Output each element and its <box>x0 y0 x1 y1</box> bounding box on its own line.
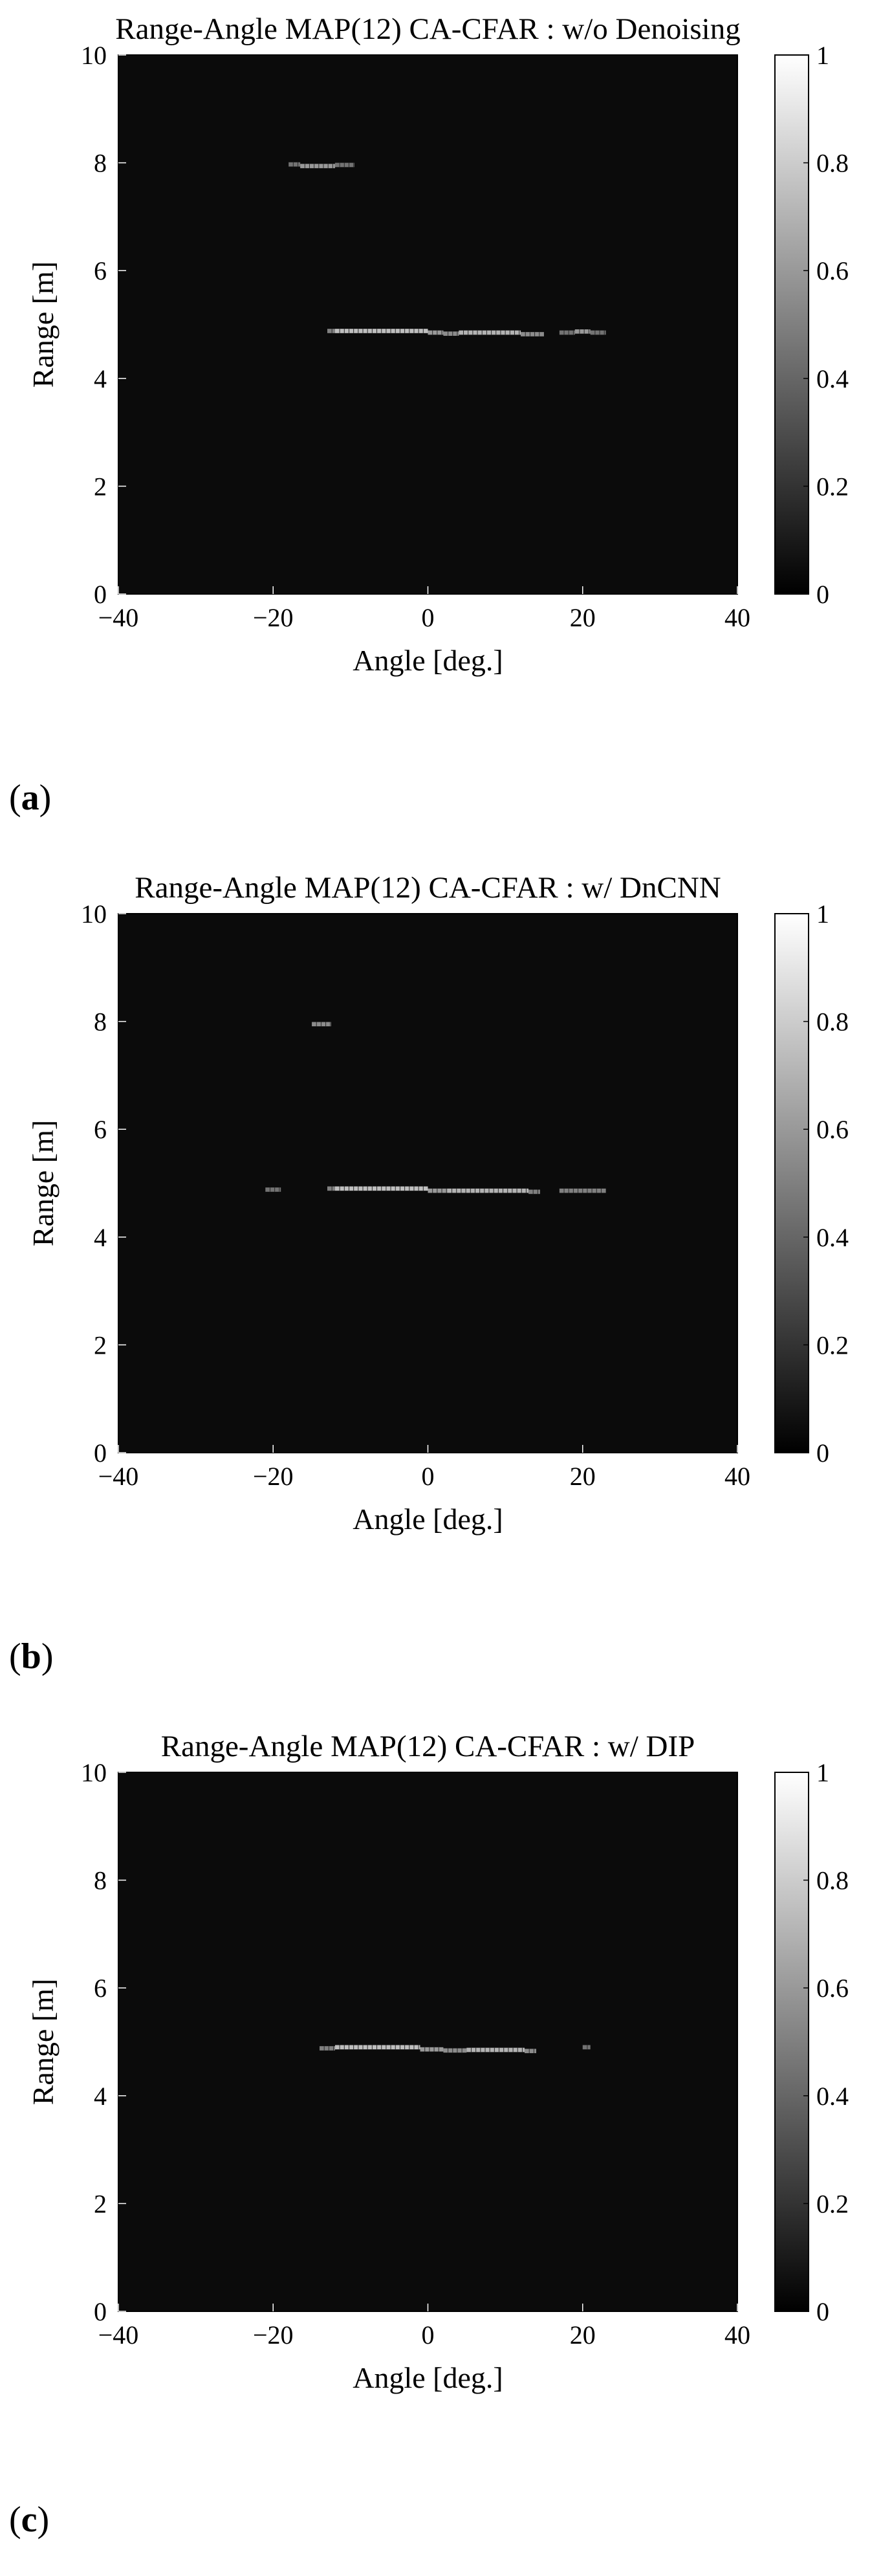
detection-cell <box>582 2045 591 2050</box>
detection-cell <box>420 2047 444 2052</box>
colorbar-tick-label: 0 <box>816 1438 829 1468</box>
y-tick-label: 0 <box>94 2297 107 2326</box>
colorbar <box>774 1772 809 2312</box>
y-tick-label: 0 <box>94 580 107 609</box>
x-tick-label: 20 <box>570 603 596 632</box>
colorbar-tick-label: 0.6 <box>816 1115 849 1144</box>
detection-cell <box>590 330 606 335</box>
colorbar-tick-label: 0.2 <box>816 1330 849 1360</box>
x-tick-label: −40 <box>98 2320 139 2350</box>
y-axis-label: Range [m] <box>27 261 60 388</box>
y-tick-label: 8 <box>94 1007 107 1037</box>
panel-label: (b) <box>9 1636 54 1677</box>
x-tick-label: 20 <box>570 1462 596 1491</box>
detection-cell <box>334 162 354 168</box>
y-tick-label: 2 <box>94 1330 107 1360</box>
detection-cell <box>300 164 335 168</box>
y-tick-label: 0 <box>94 1438 107 1468</box>
colorbar-tick-label: 0.8 <box>816 1007 849 1037</box>
x-tick-label: 40 <box>724 2320 750 2350</box>
detection-cell <box>466 2047 525 2053</box>
detection-cell <box>521 332 544 336</box>
x-axis-label: Angle [deg.] <box>353 644 503 677</box>
y-tick-label: 10 <box>81 899 107 929</box>
x-tick-label: 0 <box>422 603 435 632</box>
y-axis-label: Range [m] <box>27 1979 60 2105</box>
y-tick-label: 8 <box>94 149 107 178</box>
y-axis-label: Range [m] <box>27 1120 60 1246</box>
plot-area <box>118 914 737 1453</box>
colorbar-tick-label: 1 <box>816 41 829 70</box>
detection-cell <box>459 330 521 335</box>
chart-title: Range-Angle MAP(12) CA-CFAR : w/ DIP <box>161 1730 695 1763</box>
x-tick-label: 40 <box>724 603 750 632</box>
panel-label: (a) <box>9 778 52 818</box>
x-axis-label: Angle [deg.] <box>353 1503 503 1536</box>
panel-label: (c) <box>9 2500 50 2540</box>
detection-cell <box>428 1188 448 1193</box>
colorbar-tick-label: 0.4 <box>816 364 849 393</box>
detection-cell <box>288 162 301 167</box>
chart-title: Range-Angle MAP(12) CA-CFAR : w/o Denois… <box>115 12 741 46</box>
colorbar-tick-label: 0.4 <box>816 2082 849 2111</box>
y-tick-label: 2 <box>94 2189 107 2218</box>
colorbar-tick-label: 0 <box>816 2297 829 2326</box>
chart-panel-a: Range-Angle MAP(12) CA-CFAR : w/o Denois… <box>0 0 881 859</box>
detection-cell <box>320 2046 335 2051</box>
y-tick-label: 6 <box>94 1974 107 2003</box>
detection-cell <box>559 330 575 335</box>
colorbar <box>774 913 809 1453</box>
detection-cell <box>443 331 459 336</box>
chart-title: Range-Angle MAP(12) CA-CFAR : w/ DnCNN <box>135 871 721 905</box>
x-tick-label: 0 <box>422 2320 435 2350</box>
detection-cell <box>265 1187 281 1192</box>
detection-cell <box>447 1188 529 1193</box>
colorbar-tick-label: 0.6 <box>816 1974 849 2003</box>
detection-cell <box>334 2045 420 2050</box>
y-tick-label: 10 <box>81 1758 107 1787</box>
detection-cell <box>428 330 444 335</box>
y-tick-label: 8 <box>94 1866 107 1895</box>
detection-cell <box>525 2049 536 2053</box>
y-tick-label: 4 <box>94 2082 107 2111</box>
chart-panel-c: Range-Angle MAP(12) CA-CFAR : w/ DIP −40 −… <box>0 1717 881 2576</box>
colorbar-tick-label: 0.2 <box>816 2189 849 2218</box>
colorbar-tick-label: 1 <box>816 1758 829 1787</box>
x-tick-label: −40 <box>98 1462 139 1491</box>
colorbar-tick-label: 0.4 <box>816 1223 849 1252</box>
x-tick-label: −20 <box>253 603 294 632</box>
plot-area <box>118 55 737 594</box>
x-tick-label: 40 <box>724 1462 750 1491</box>
colorbar-tick-label: 0.8 <box>816 149 849 178</box>
x-tick-label: −20 <box>253 2320 294 2350</box>
colorbar-tick-label: 0.8 <box>816 1866 849 1895</box>
colorbar-tick-label: 0.2 <box>816 472 849 501</box>
x-axis-label: Angle [deg.] <box>353 2361 503 2394</box>
range-angle-heatmap: Range-Angle MAP(12) CA-CFAR : w/o Denois… <box>27 12 849 677</box>
detection-cell <box>443 2048 467 2053</box>
colorbar-tick-label: 1 <box>816 899 829 929</box>
y-tick-label: 10 <box>81 41 107 70</box>
detection-cell <box>574 329 591 334</box>
y-tick-label: 6 <box>94 256 107 285</box>
y-tick-label: 4 <box>94 364 107 393</box>
y-tick-label: 2 <box>94 472 107 501</box>
colorbar-tick-label: 0.6 <box>816 256 849 285</box>
x-tick-label: −40 <box>98 603 139 632</box>
y-tick-label: 4 <box>94 1223 107 1252</box>
range-angle-heatmap: Range-Angle MAP(12) CA-CFAR : w/ DIP −40 −… <box>27 1730 849 2394</box>
detection-cell <box>528 1189 540 1194</box>
x-tick-label: 0 <box>422 1462 435 1491</box>
detection-cell <box>327 1186 335 1191</box>
y-tick-label: 6 <box>94 1115 107 1144</box>
plot-area <box>118 1772 737 2311</box>
colorbar <box>774 54 809 595</box>
x-tick-label: −20 <box>253 1462 294 1491</box>
detection-cell <box>312 1022 331 1027</box>
x-tick-label: 20 <box>570 2320 596 2350</box>
chart-panel-b: Range-Angle MAP(12) CA-CFAR : w/ DnCNN −4… <box>0 859 881 1717</box>
colorbar-tick-label: 0 <box>816 580 829 609</box>
detection-cell <box>327 329 335 333</box>
range-angle-heatmap: Range-Angle MAP(12) CA-CFAR : w/ DnCNN −4… <box>27 871 849 1536</box>
